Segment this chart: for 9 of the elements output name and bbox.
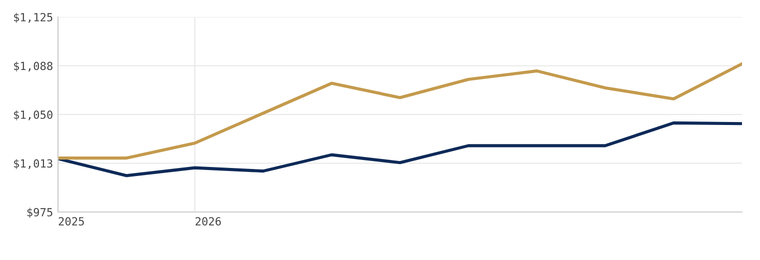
y-tick-label: $975 xyxy=(27,208,52,218)
y-tick-label: $1,013 xyxy=(14,159,52,170)
y-tick-label: $1,125 xyxy=(14,12,52,23)
line-series xyxy=(58,62,742,160)
y-tick-label: $1,050 xyxy=(14,110,52,120)
y-tick-label: $1,088 xyxy=(14,62,52,72)
x-tick-label: 2026 xyxy=(196,217,221,226)
x-tick-label: 2025 xyxy=(58,217,84,226)
line-series xyxy=(58,121,742,178)
